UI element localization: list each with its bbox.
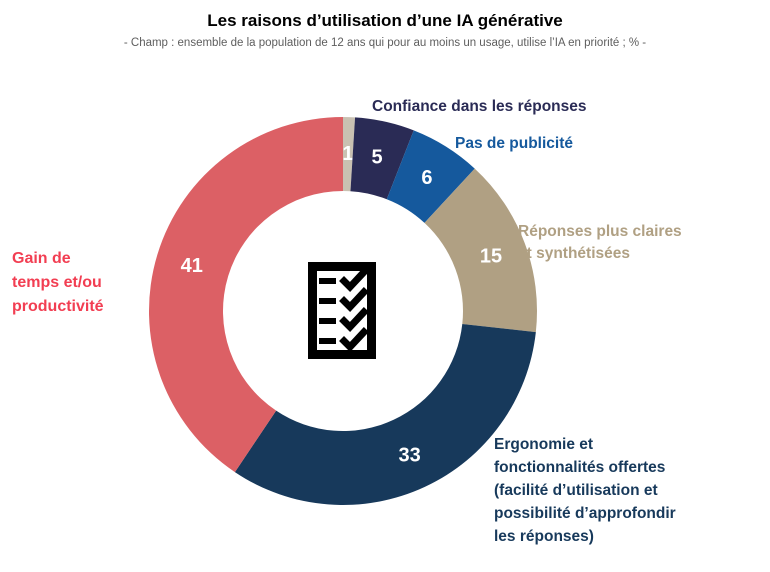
donut-slice-5 [148, 117, 343, 473]
donut-value-0: 1 [342, 143, 353, 165]
donut-value-3: 15 [480, 246, 502, 268]
donut-slice-4 [234, 324, 536, 506]
checklist-icon [308, 262, 376, 359]
label-reponses-plus-claires: Réponses plus claires et synthétisées [518, 223, 682, 262]
donut-value-4: 33 [398, 444, 420, 466]
label-ergonomie-fonctionnalites: Ergonomie et fonctionnalités offertes (f… [494, 436, 676, 545]
chart-subtitle: - Champ : ensemble de la population de 1… [123, 37, 647, 49]
donut-slice-1 [350, 117, 414, 200]
donut-value-1: 5 [372, 147, 383, 169]
label-gain-de-temps: Gain de temps et/ou productivité [12, 250, 104, 315]
donut-value-5: 41 [181, 255, 203, 277]
donut-slice-3 [424, 168, 537, 333]
label-pas-de-publicite: Pas de publicité [455, 135, 574, 152]
chart-title: Les raisons d’utilisation d’une IA génér… [207, 11, 563, 30]
donut-slice-0 [343, 117, 356, 192]
donut-value-2: 6 [421, 167, 432, 189]
label-confiance-dans-les-reponses: Confiance dans les réponses [372, 98, 587, 115]
donut-slice-2 [386, 130, 475, 223]
